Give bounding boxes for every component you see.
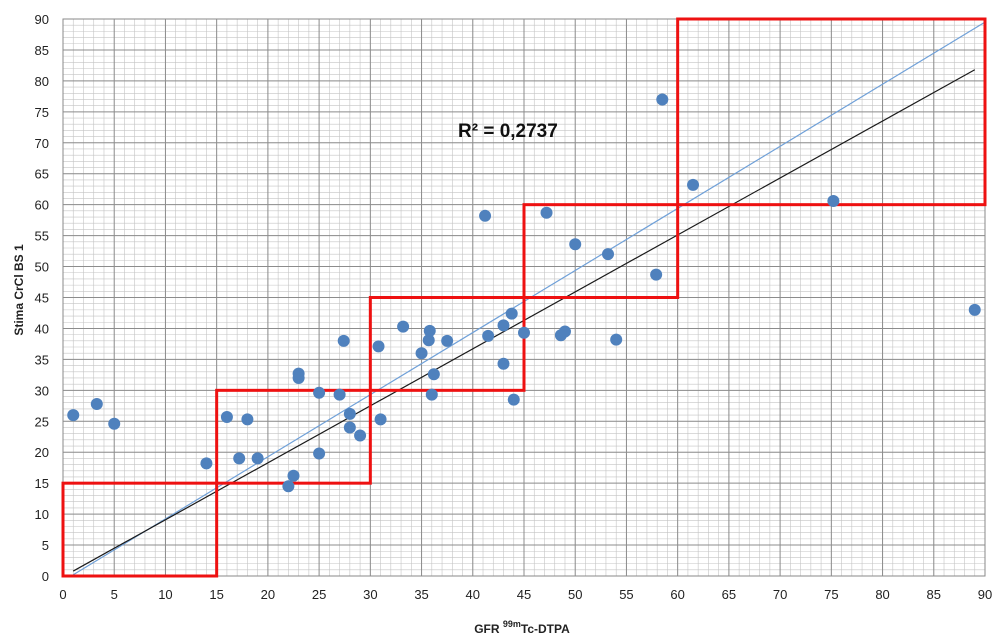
y-tick-label: 85	[35, 43, 49, 58]
x-tick-label: 70	[773, 587, 787, 602]
x-tick-label: 50	[568, 587, 582, 602]
data-point	[292, 367, 305, 380]
y-tick-label: 20	[35, 445, 49, 460]
y-tick-label: 50	[35, 260, 49, 275]
y-tick-label: 45	[35, 291, 49, 306]
data-point	[482, 329, 495, 342]
y-tick-label: 30	[35, 383, 49, 398]
data-point	[650, 268, 663, 281]
data-point	[558, 325, 571, 338]
range-box	[215, 388, 372, 485]
y-tick-label: 15	[35, 476, 49, 491]
data-point	[372, 340, 385, 353]
data-point	[282, 480, 295, 493]
y-tick-label: 25	[35, 414, 49, 429]
range-box	[61, 481, 219, 578]
y-tick-label: 55	[35, 229, 49, 244]
data-point	[241, 413, 254, 426]
data-point	[415, 347, 428, 360]
data-point	[343, 421, 356, 434]
data-point	[422, 334, 435, 347]
data-point	[656, 93, 669, 106]
x-tick-label: 75	[824, 587, 838, 602]
data-point	[313, 386, 326, 399]
x-tick-label: 80	[875, 587, 889, 602]
x-tick-label: 90	[978, 587, 992, 602]
x-tick-label: 15	[209, 587, 223, 602]
x-tick-labels: 0 5 10 15 20 25 30 35 40 45 50 55 60 65 70 75 80 85 90	[59, 587, 992, 602]
data-point	[827, 194, 840, 207]
data-point	[505, 307, 518, 320]
x-tick-label: 35	[414, 587, 428, 602]
data-point	[313, 447, 326, 460]
r-squared-annotation: R² = 0,2737	[458, 121, 558, 142]
data-point	[200, 457, 213, 470]
data-point	[507, 393, 520, 406]
data-point	[374, 413, 387, 426]
x-axis-label-rest: Tc-DTPA	[521, 622, 570, 636]
x-tick-label: 60	[670, 587, 684, 602]
x-tick-label: 10	[158, 587, 172, 602]
x-axis-label-superscript: 99m	[503, 619, 521, 629]
data-point	[90, 397, 103, 410]
data-point	[220, 410, 233, 423]
data-points	[67, 93, 981, 493]
y-tick-label: 90	[35, 12, 49, 27]
data-point	[108, 417, 121, 430]
range-box	[368, 296, 526, 392]
data-point	[479, 209, 492, 222]
y-tick-label: 10	[35, 507, 49, 522]
data-point	[427, 368, 440, 381]
x-tick-label: 85	[927, 587, 941, 602]
data-point	[968, 303, 981, 316]
x-tick-label: 40	[466, 587, 480, 602]
data-point	[602, 248, 615, 261]
x-tick-label: 45	[517, 587, 531, 602]
data-point	[425, 388, 438, 401]
data-point	[343, 407, 356, 420]
data-point	[233, 452, 246, 465]
x-tick-label: 25	[312, 587, 326, 602]
x-tick-label: 65	[722, 587, 736, 602]
y-tick-labels: 0 5 10 15 20 25 30 35 40 45 50 55 60 65 70 75 80 85 90	[35, 12, 49, 584]
y-tick-label: 5	[42, 538, 49, 553]
data-point	[569, 238, 582, 251]
plot-frame	[62, 18, 986, 577]
y-tick-label: 80	[35, 74, 49, 89]
data-point	[518, 326, 530, 339]
data-point	[337, 334, 350, 347]
data-point	[423, 324, 436, 337]
data-point	[397, 320, 410, 333]
x-tick-label: 55	[619, 587, 633, 602]
x-tick-label: 0	[59, 587, 66, 602]
data-point	[441, 334, 454, 347]
data-point	[67, 409, 80, 422]
y-axis-label: Stima CrCl BS 1	[12, 244, 26, 336]
x-axis-label-main: GFR	[474, 622, 503, 636]
data-point	[251, 452, 264, 465]
y-tick-label: 60	[35, 198, 49, 213]
y-tick-label: 40	[35, 321, 49, 336]
x-tick-label: 5	[111, 587, 118, 602]
y-tick-label: 65	[35, 167, 49, 182]
data-point	[497, 357, 510, 370]
x-axis-label: GFR 99mTc-DTPA	[474, 619, 570, 636]
y-tick-label: 0	[42, 569, 49, 584]
data-point	[354, 429, 367, 442]
data-point	[333, 388, 346, 401]
data-point	[610, 333, 623, 346]
x-tick-label: 20	[261, 587, 275, 602]
y-tick-label: 75	[35, 105, 49, 120]
data-point	[287, 469, 300, 482]
range-box	[522, 203, 680, 300]
data-point	[497, 319, 510, 332]
y-tick-label: 70	[35, 136, 49, 151]
x-tick-label: 30	[363, 587, 377, 602]
data-point	[540, 206, 553, 219]
y-tick-label: 35	[35, 352, 49, 367]
data-point	[687, 178, 700, 191]
